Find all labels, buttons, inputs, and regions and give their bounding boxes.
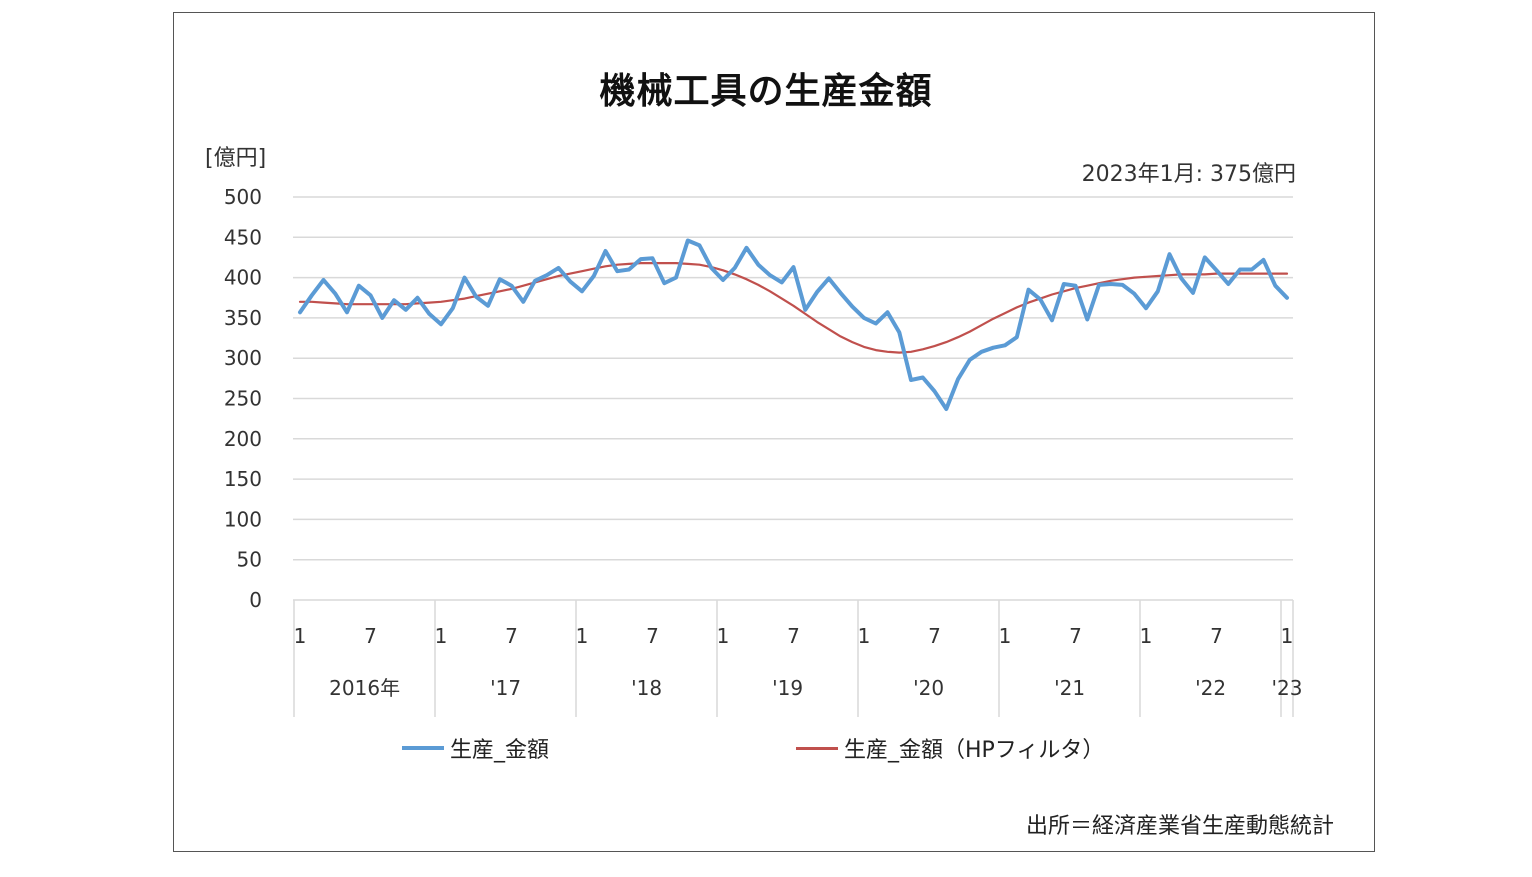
x-tick-label-year: '18 bbox=[631, 676, 662, 700]
y-tick-label: 100 bbox=[224, 507, 262, 531]
x-tick-label-month: 7 bbox=[364, 624, 377, 648]
latest-value-annotation: 2023年1月: 375億円 bbox=[1081, 162, 1296, 187]
y-tick-label: 250 bbox=[224, 387, 262, 411]
legend-label-hp-filter: 生産_金額（HPフィルタ） bbox=[844, 738, 1105, 763]
data-source-note: 出所＝経済産業省生産動態統計 bbox=[1025, 814, 1334, 839]
legend-swatch-hp-filter bbox=[796, 746, 838, 750]
chart-frame bbox=[173, 12, 1375, 852]
x-tick-label-month: 1 bbox=[717, 624, 730, 648]
legend-item-production: 生産_金額 bbox=[402, 732, 549, 764]
x-tick-label-month: 1 bbox=[576, 624, 589, 648]
legend-label-production: 生産_金額 bbox=[450, 738, 550, 763]
y-tick-label: 300 bbox=[224, 346, 262, 370]
x-tick-label-month: 7 bbox=[1069, 624, 1082, 648]
y-axis-unit-label: [億円] bbox=[205, 146, 267, 171]
x-tick-label-month: 7 bbox=[928, 624, 941, 648]
x-tick-label-year: '20 bbox=[913, 676, 944, 700]
y-tick-label: 450 bbox=[224, 225, 262, 249]
x-tick-label-month: 1 bbox=[1281, 624, 1294, 648]
y-tick-label: 150 bbox=[224, 467, 262, 491]
x-tick-label-year: '22 bbox=[1195, 676, 1226, 700]
y-axis-tick-labels: 0 50 100 150 200 250 300 350 400 450 500 bbox=[224, 185, 262, 612]
x-tick-label-month: 1 bbox=[999, 624, 1012, 648]
x-tick-label-month: 1 bbox=[1140, 624, 1153, 648]
y-tick-label: 0 bbox=[249, 588, 262, 612]
x-tick-label-month: 7 bbox=[787, 624, 800, 648]
y-tick-label: 400 bbox=[224, 266, 262, 290]
y-tick-label: 50 bbox=[237, 548, 262, 572]
x-tick-label-year: '23 bbox=[1272, 676, 1303, 700]
x-tick-label-year: '21 bbox=[1054, 676, 1085, 700]
x-tick-label-month: 1 bbox=[858, 624, 871, 648]
series-hp-filter bbox=[298, 262, 1289, 354]
x-tick-label-month: 1 bbox=[294, 624, 307, 648]
x-axis: 1 7 1 7 1 7 1 7 1 7 1 7 1 7 1 2016年 '17 '18 '19 '20 '21 '22 '2… bbox=[293, 599, 1303, 717]
legend-item-hp-filter: 生産_金額（HPフィルタ） bbox=[796, 732, 1104, 764]
chart-title: 機械工具の生産金額 bbox=[599, 71, 933, 112]
x-tick-label-month: 7 bbox=[1210, 624, 1223, 648]
legend-swatch-production bbox=[402, 746, 444, 750]
series-line-production-amount bbox=[298, 238, 1289, 411]
x-tick-label-month: 1 bbox=[435, 624, 448, 648]
x-tick-label-year: 2016年 bbox=[329, 676, 400, 700]
series-line-hp-filter bbox=[298, 262, 1289, 354]
x-tick-label-year: '17 bbox=[490, 676, 521, 700]
x-tick-label-year: '19 bbox=[772, 676, 803, 700]
y-tick-label: 500 bbox=[224, 185, 262, 209]
y-tick-label: 200 bbox=[224, 427, 262, 451]
series-production-amount bbox=[298, 238, 1289, 411]
x-tick-label-month: 7 bbox=[505, 624, 518, 648]
x-tick-label-month: 7 bbox=[646, 624, 659, 648]
y-tick-label: 350 bbox=[224, 306, 262, 330]
gridlines bbox=[293, 196, 1293, 561]
